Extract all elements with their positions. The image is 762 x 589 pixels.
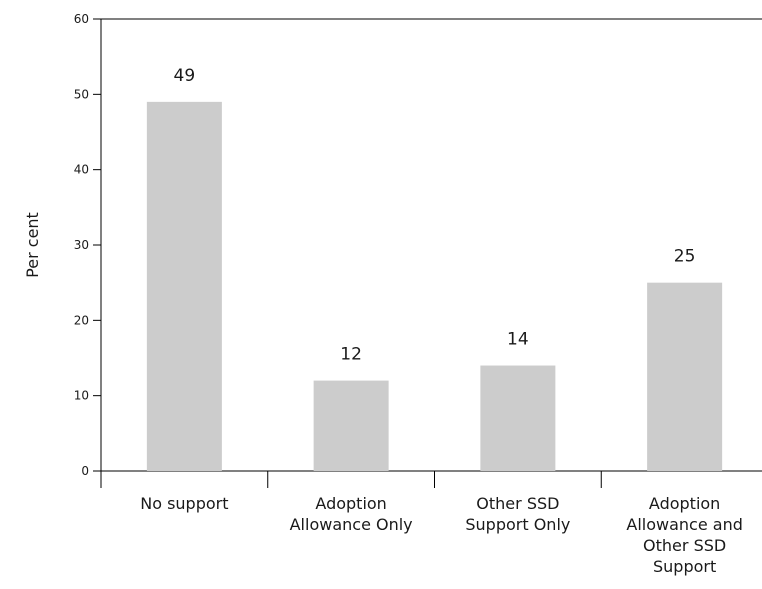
category-label-line: Adoption xyxy=(315,494,386,513)
category-label-line: Other SSD xyxy=(643,536,726,555)
y-tick-label: 0 xyxy=(81,464,89,478)
y-tick-label: 30 xyxy=(74,238,89,252)
bar-value-label: 49 xyxy=(174,66,196,86)
bar-value-label: 14 xyxy=(507,330,529,350)
y-axis-label: Per cent xyxy=(23,212,42,278)
bar xyxy=(480,365,556,471)
y-tick-label: 10 xyxy=(74,389,89,403)
bar-value-label: 12 xyxy=(340,345,362,365)
x-axis xyxy=(100,470,762,488)
category-label-line: Allowance and xyxy=(626,515,742,534)
bars xyxy=(146,101,723,471)
category-label: Adoption Allowance and Other SSD Support xyxy=(626,494,742,576)
category-label-line: Allowance Only xyxy=(290,515,413,534)
category-label-line: Support xyxy=(653,557,716,576)
data-labels: 49 12 14 25 xyxy=(174,66,696,365)
y-tick-label: 50 xyxy=(74,87,89,101)
category-label-line: No support xyxy=(140,494,228,513)
category-label-line: Adoption xyxy=(649,494,720,513)
bar xyxy=(647,282,723,471)
y-tick-label: 60 xyxy=(74,12,89,26)
y-tick-label: 40 xyxy=(74,163,89,177)
y-axis: 0 10 20 30 40 50 60 xyxy=(74,12,762,478)
category-label: Adoption Allowance Only xyxy=(290,494,413,534)
category-labels: No support Adoption Allowance Only Other SS… xyxy=(140,494,743,576)
y-tick-label: 20 xyxy=(74,313,89,327)
category-label: No support xyxy=(140,494,228,513)
bar xyxy=(313,380,389,471)
category-label: Other SSD Support Only xyxy=(465,494,570,534)
category-label-line: Support Only xyxy=(465,515,570,534)
category-label-line: Other SSD xyxy=(476,494,559,513)
bar xyxy=(146,101,222,471)
bar-value-label: 25 xyxy=(674,247,696,267)
